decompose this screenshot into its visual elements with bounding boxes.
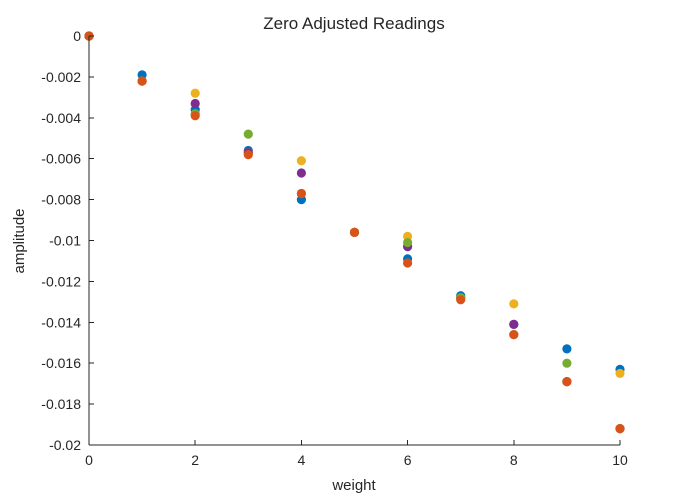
data-point-s4-6 bbox=[403, 258, 413, 268]
y-tick-label: -0.002 bbox=[41, 69, 81, 85]
x-tick-label: 4 bbox=[298, 452, 306, 468]
data-point-s2-8 bbox=[509, 319, 519, 329]
data-point-s1-2 bbox=[190, 88, 200, 98]
data-point-s4-7 bbox=[456, 295, 466, 305]
x-tick-label: 10 bbox=[612, 452, 628, 468]
data-point-s4-5 bbox=[349, 227, 360, 237]
data-point-s4-8 bbox=[509, 329, 519, 340]
y-tick-label: -0.02 bbox=[49, 437, 81, 453]
data-point-s0-9 bbox=[562, 344, 572, 354]
data-point-s1-10 bbox=[615, 368, 625, 379]
x-tick-label: 2 bbox=[191, 452, 199, 468]
x-axis-label: weight bbox=[331, 477, 376, 494]
y-tick-label: -0.016 bbox=[41, 355, 81, 371]
x-axis-ticks: 0 2 4 6 8 10 bbox=[85, 440, 628, 468]
y-tick-label: -0.004 bbox=[41, 110, 81, 126]
data-point-s1-4 bbox=[296, 156, 306, 166]
y-tick-label: -0.006 bbox=[41, 151, 81, 167]
y-tick-label: -0.018 bbox=[41, 396, 81, 412]
data-point-s4-10 bbox=[615, 424, 625, 434]
data-point-s2-2 bbox=[190, 98, 200, 109]
x-tick-label: 0 bbox=[85, 452, 93, 468]
data-point-s2-4 bbox=[296, 168, 306, 178]
data-point-s3-9 bbox=[562, 358, 572, 368]
data-point-s4-3 bbox=[243, 150, 253, 160]
y-tick-label: -0.014 bbox=[41, 314, 81, 330]
data-point-s3-3 bbox=[243, 129, 253, 139]
data-point-s1-8 bbox=[509, 299, 519, 309]
y-tick-label: -0.012 bbox=[41, 273, 81, 289]
x-tick-label: 6 bbox=[404, 452, 412, 468]
y-tick-label: 0 bbox=[73, 28, 81, 44]
y-tick-label: -0.01 bbox=[49, 233, 81, 249]
data-point-s4-1 bbox=[137, 76, 147, 86]
x-tick-label: 8 bbox=[510, 452, 518, 468]
y-axis-ticks: 0 -0.002 -0.004 -0.006 -0.008 -0.01 -0.012 -0.0… bbox=[41, 28, 94, 453]
data-point-s4-4 bbox=[296, 188, 306, 199]
y-tick-label: -0.008 bbox=[41, 192, 81, 208]
data-point-s4-2 bbox=[190, 111, 200, 121]
data-points bbox=[84, 31, 625, 434]
chart-title: Zero Adjusted Readings bbox=[263, 14, 444, 33]
data-point-s3-6 bbox=[403, 237, 413, 248]
data-point-s4-9 bbox=[562, 377, 572, 387]
y-axis-label: amplitude bbox=[11, 208, 28, 273]
